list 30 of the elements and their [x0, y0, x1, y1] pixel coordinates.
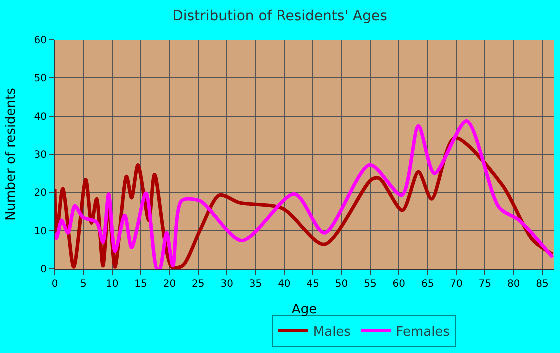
- y-tick-label: 0: [40, 264, 47, 276]
- x-tick-label: 40: [278, 279, 291, 290]
- y-tick-label: 40: [34, 112, 47, 123]
- y-tick-label: 30: [34, 150, 47, 161]
- x-tick-label: 55: [364, 279, 377, 290]
- x-axis-title: Age: [292, 302, 318, 318]
- x-tick-label: 80: [507, 279, 520, 290]
- x-tick-label: 65: [421, 279, 434, 290]
- legend-label: Males: [313, 324, 352, 340]
- x-tick-label: 25: [192, 279, 205, 290]
- legend-label: Females: [396, 324, 450, 340]
- x-tick-label: 0: [52, 279, 58, 290]
- x-tick-label: 60: [392, 279, 406, 290]
- y-axis-title: Number of residents: [4, 88, 20, 221]
- chart-title: Distribution of Residents' Ages: [172, 8, 388, 24]
- y-tick-label: 20: [34, 188, 47, 200]
- x-tick-label: 20: [163, 279, 176, 290]
- x-tick-label: 45: [306, 279, 320, 290]
- y-tick-label: 10: [34, 226, 47, 238]
- x-tick-label: 10: [106, 279, 119, 290]
- y-tick-label: 60: [34, 36, 47, 46]
- x-tick-label: 30: [220, 279, 234, 290]
- x-tick-label: 85: [536, 279, 549, 290]
- x-tick-label: 50: [335, 279, 348, 290]
- y-tick-label: 50: [34, 74, 47, 85]
- x-tick-label: 5: [80, 279, 87, 290]
- x-tick-label: 70: [450, 279, 463, 290]
- x-tick-label: 15: [134, 279, 148, 290]
- x-tick-label: 75: [478, 279, 492, 290]
- x-tick-label: 35: [249, 279, 262, 290]
